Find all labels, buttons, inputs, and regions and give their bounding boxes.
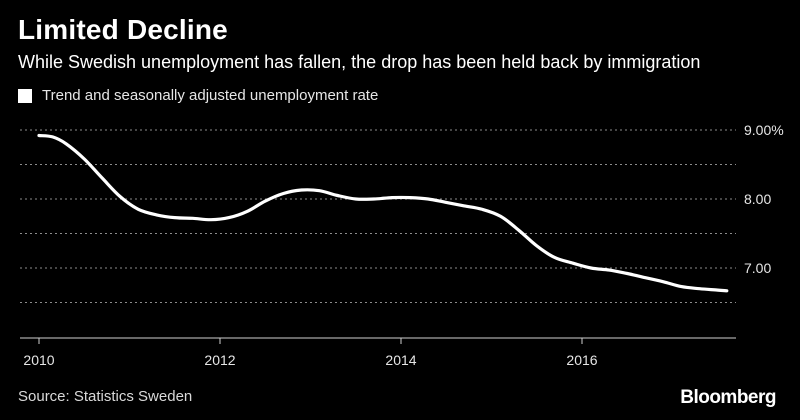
y-tick-label: 9.00% bbox=[744, 122, 784, 138]
brand-logo: Bloomberg bbox=[680, 387, 776, 408]
x-tick-label: 2012 bbox=[204, 352, 235, 368]
y-tick-label: 8.00 bbox=[744, 191, 771, 207]
series-line bbox=[37, 133, 729, 293]
x-tick-label: 2016 bbox=[566, 352, 597, 368]
legend-label: Trend and seasonally adjusted unemployme… bbox=[42, 87, 379, 104]
legend-swatch bbox=[18, 88, 32, 103]
x-tick-label: 2010 bbox=[23, 352, 54, 368]
legend: Trend and seasonally adjusted unemployme… bbox=[18, 87, 378, 104]
x-tick-label: 2014 bbox=[385, 352, 416, 368]
y-tick-label: 7.00 bbox=[744, 260, 771, 276]
chart-title: Limited Decline bbox=[18, 14, 228, 45]
chart-subtitle: While Swedish unemployment has fallen, t… bbox=[18, 52, 701, 72]
source-note: Source: Statistics Sweden bbox=[18, 388, 193, 405]
